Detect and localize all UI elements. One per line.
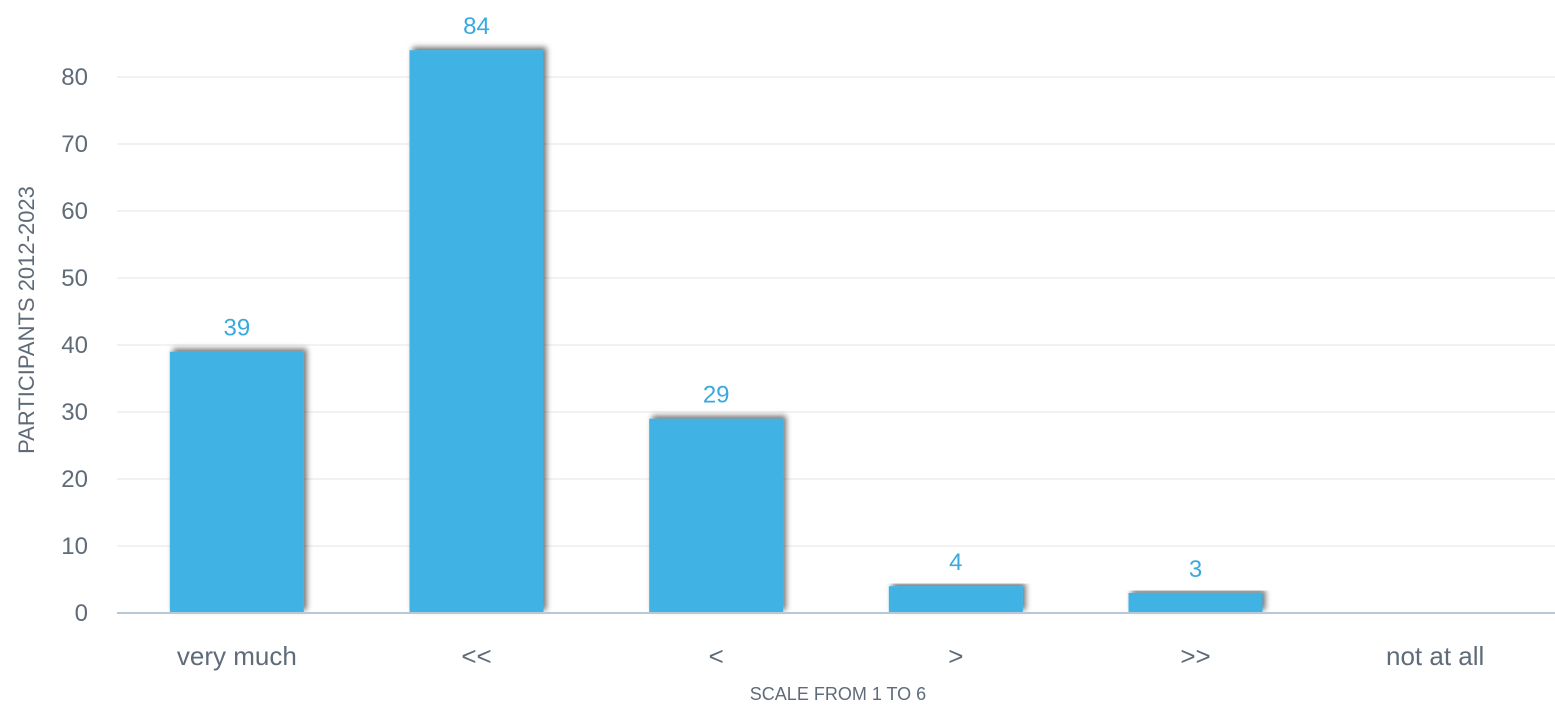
bar xyxy=(169,351,304,613)
x-category-label: not at all xyxy=(1386,641,1484,671)
y-tick-label: 70 xyxy=(61,131,88,158)
data-label: 39 xyxy=(223,315,250,342)
bar xyxy=(409,50,544,613)
y-tick-label: 40 xyxy=(61,332,88,359)
x-category-label: >> xyxy=(1180,641,1210,671)
data-label: 29 xyxy=(703,382,730,409)
x-category-label: < xyxy=(709,641,724,671)
x-category-label: very much xyxy=(177,641,297,671)
y-tick-label: 0 xyxy=(75,600,88,627)
y-tick-label: 80 xyxy=(61,64,88,91)
y-tick-label: 10 xyxy=(61,533,88,560)
y-tick-label: 60 xyxy=(61,198,88,225)
y-tick-label: 50 xyxy=(61,265,88,292)
y-tick-label: 20 xyxy=(61,466,88,493)
y-axis-title: PARTICIPANTS 2012-2023 xyxy=(14,186,39,454)
y-tick-label: 30 xyxy=(61,399,88,426)
x-category-label: << xyxy=(461,641,491,671)
bars xyxy=(169,50,1263,613)
bar xyxy=(1128,592,1263,613)
y-tick-labels: 0 10 20 30 40 50 60 70 80 xyxy=(61,64,88,627)
data-label: 3 xyxy=(1189,556,1202,583)
data-label: 84 xyxy=(463,13,490,40)
bar xyxy=(649,418,784,613)
x-category-label: > xyxy=(948,641,963,671)
gridlines xyxy=(117,76,1555,547)
data-label: 4 xyxy=(949,549,962,576)
data-labels: 39 84 29 4 3 xyxy=(223,13,1202,583)
x-axis-title: SCALE FROM 1 TO 6 xyxy=(750,684,926,704)
bar xyxy=(888,586,1023,613)
x-category-labels: very much << < > >> not at all xyxy=(177,641,1484,671)
